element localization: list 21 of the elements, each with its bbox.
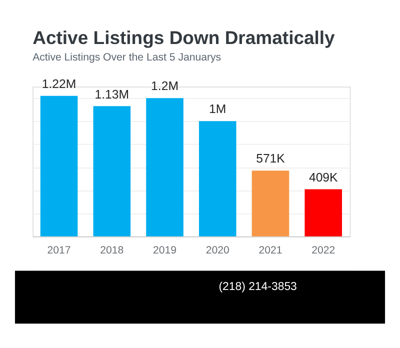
- bar: [304, 189, 342, 236]
- bar: [252, 170, 290, 236]
- data-label: 409K: [308, 170, 339, 184]
- data-label: 1M: [209, 102, 226, 116]
- x-tick-label: 2017: [47, 244, 71, 257]
- data-label: 1.2M: [151, 79, 178, 94]
- bar: [40, 96, 78, 236]
- text: (218) 214-3853: [218, 281, 297, 294]
- bar: [146, 98, 184, 236]
- x-tick-label: 2019: [153, 244, 177, 257]
- bar: [93, 106, 131, 236]
- x-tick-label: 2020: [206, 244, 230, 257]
- data-label: 1.13M: [94, 87, 130, 102]
- x-tick-label: 2022: [312, 244, 336, 257]
- bar: [198, 121, 236, 236]
- chart-title: Active Listings Down Dramatically: [32, 26, 336, 48]
- x-tick-label: 2018: [100, 244, 124, 257]
- x-tick-label: 2021: [258, 244, 282, 257]
- chart-subtitle: Active Listings Over the Last 5 Januarys: [32, 52, 222, 64]
- data-label: 1.22M: [42, 76, 76, 91]
- data-label: 571K: [256, 152, 286, 166]
